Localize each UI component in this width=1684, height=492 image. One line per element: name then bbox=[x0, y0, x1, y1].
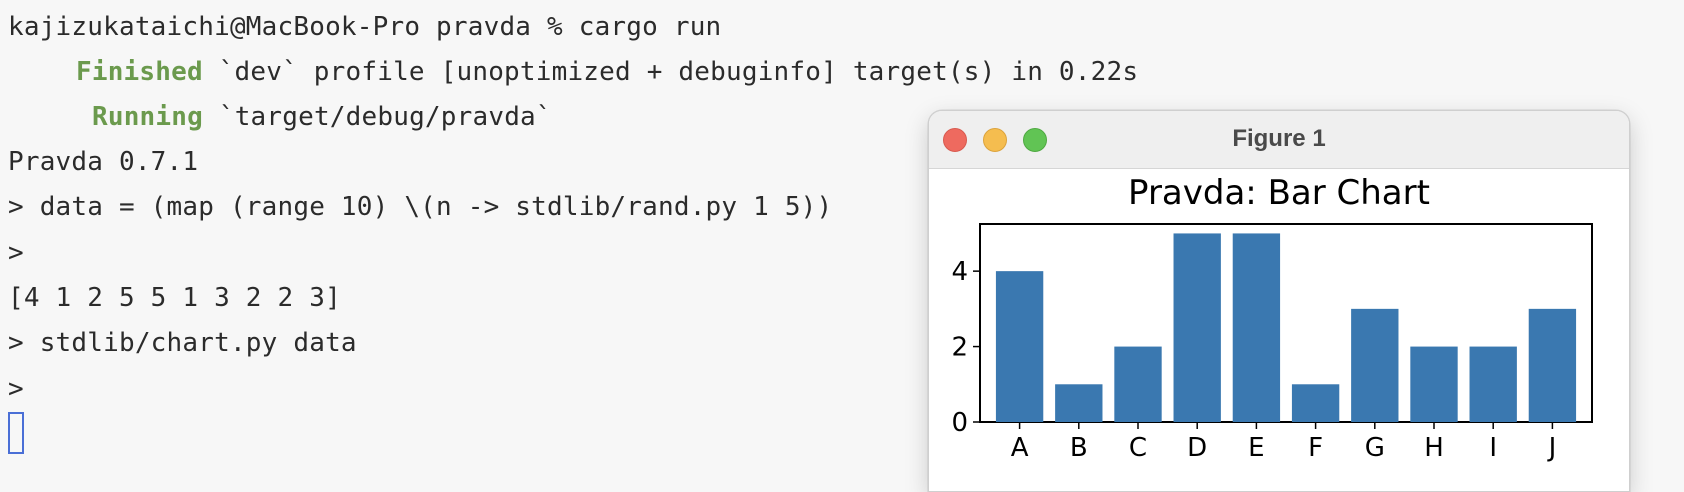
x-tick-label: J bbox=[1547, 433, 1557, 463]
y-tick-label: 4 bbox=[951, 257, 968, 287]
bar-i bbox=[1469, 346, 1517, 422]
terminal[interactable]: kajizukataichi@MacBook-Pro pravda % carg… bbox=[8, 0, 1684, 474]
x-tick-label: E bbox=[1248, 433, 1264, 463]
bar-b bbox=[1055, 384, 1103, 422]
bar-chart: Pravda: Bar Chart 0 2 4 A B C D E F G H I J bbox=[951, 173, 1593, 463]
x-tick-label: B bbox=[1070, 433, 1088, 463]
bar-d bbox=[1173, 233, 1221, 422]
terminal-line-prompt-2: > bbox=[8, 374, 24, 404]
finished-keyword: Finished bbox=[76, 57, 203, 87]
terminal-line-version: Pravda 0.7.1 bbox=[8, 147, 199, 177]
x-tick-label: H bbox=[1424, 433, 1444, 463]
bar-h bbox=[1410, 346, 1458, 422]
y-tick-label: 2 bbox=[951, 333, 968, 363]
bar-c bbox=[1114, 346, 1162, 422]
plot-area bbox=[979, 223, 1593, 423]
bar-j bbox=[1528, 308, 1577, 422]
minimize-button[interactable] bbox=[983, 128, 1007, 152]
terminal-line-running: Running `target/debug/pravda` bbox=[92, 102, 552, 132]
terminal-line-data-assign: > data = (map (range 10) \(n -> stdlib/r… bbox=[8, 192, 833, 222]
bar-e bbox=[1232, 233, 1281, 422]
x-tick-label: F bbox=[1308, 433, 1323, 463]
chart-title: Pravda: Bar Chart bbox=[1128, 173, 1430, 213]
x-tick-label: C bbox=[1129, 433, 1147, 463]
window-titlebar[interactable]: Figure 1 bbox=[929, 111, 1629, 169]
close-button[interactable] bbox=[943, 128, 967, 152]
bar-f bbox=[1291, 384, 1340, 422]
terminal-line-command: kajizukataichi@MacBook-Pro pravda % carg… bbox=[8, 12, 722, 42]
running-keyword: Running bbox=[92, 102, 203, 132]
terminal-line-chart-command: > stdlib/chart.py data bbox=[8, 328, 357, 358]
running-text: `target/debug/pravda` bbox=[202, 102, 552, 132]
terminal-line-prompt-1: > bbox=[8, 238, 24, 268]
x-tick-label: D bbox=[1187, 433, 1207, 463]
x-tick-label: G bbox=[1365, 433, 1385, 463]
terminal-line-data-output: [4 1 2 5 5 1 3 2 2 3] bbox=[8, 283, 341, 313]
window-title: Figure 1 bbox=[1232, 125, 1326, 152]
terminal-line-finished: Finished `dev` profile [unoptimized + de… bbox=[76, 57, 1138, 87]
bar-g bbox=[1351, 308, 1399, 422]
finished-text: `dev` profile [unoptimized + debuginfo] … bbox=[202, 57, 1139, 87]
text-cursor bbox=[8, 412, 24, 454]
bar-a bbox=[995, 271, 1044, 422]
x-tick-label: I bbox=[1489, 433, 1497, 463]
maximize-button[interactable] bbox=[1023, 128, 1047, 152]
x-tick-label: A bbox=[1011, 433, 1029, 463]
figure-window[interactable]: Figure 1 Pravda: Bar Chart 0 2 4 A B C D E F G H I… bbox=[928, 110, 1630, 492]
y-tick-label: 0 bbox=[951, 408, 968, 438]
